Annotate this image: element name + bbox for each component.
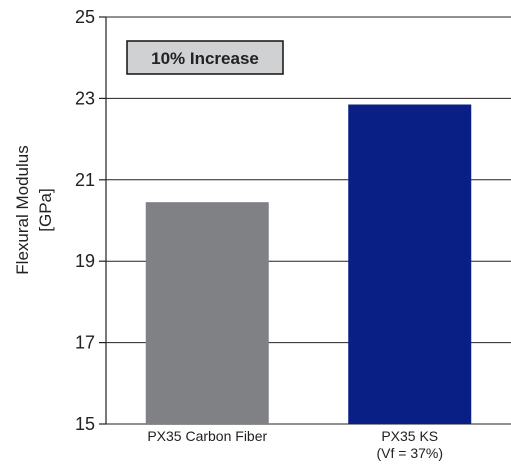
x-category-sublabel: (Vf = 37%) xyxy=(376,445,443,461)
x-axis-labels: PX35 Carbon Fiber PX35 KS(Vf = 37%) xyxy=(147,428,443,461)
y-tick-label: 19 xyxy=(75,251,95,271)
annotation-text: 10% Increase xyxy=(151,49,259,68)
x-category-label: PX35 Carbon Fiber xyxy=(147,428,267,444)
bars xyxy=(145,104,472,424)
y-axis-title: Flexural Modulus xyxy=(13,145,32,274)
y-tick-label: 23 xyxy=(75,88,95,108)
y-tick-label: 17 xyxy=(75,333,95,353)
y-axis-unit: [GPa] xyxy=(36,188,55,231)
y-axis-ticks: 15 17 19 21 23 25 xyxy=(75,7,106,434)
bar xyxy=(145,202,269,424)
y-tick-label: 25 xyxy=(75,7,95,27)
y-tick-label: 21 xyxy=(75,170,95,190)
annotation-box: 10% Increase xyxy=(126,40,284,75)
x-category-label: PX35 KS xyxy=(381,428,438,444)
annotation-frame xyxy=(126,40,284,75)
y-tick-label: 15 xyxy=(75,414,95,434)
bar xyxy=(348,104,472,424)
